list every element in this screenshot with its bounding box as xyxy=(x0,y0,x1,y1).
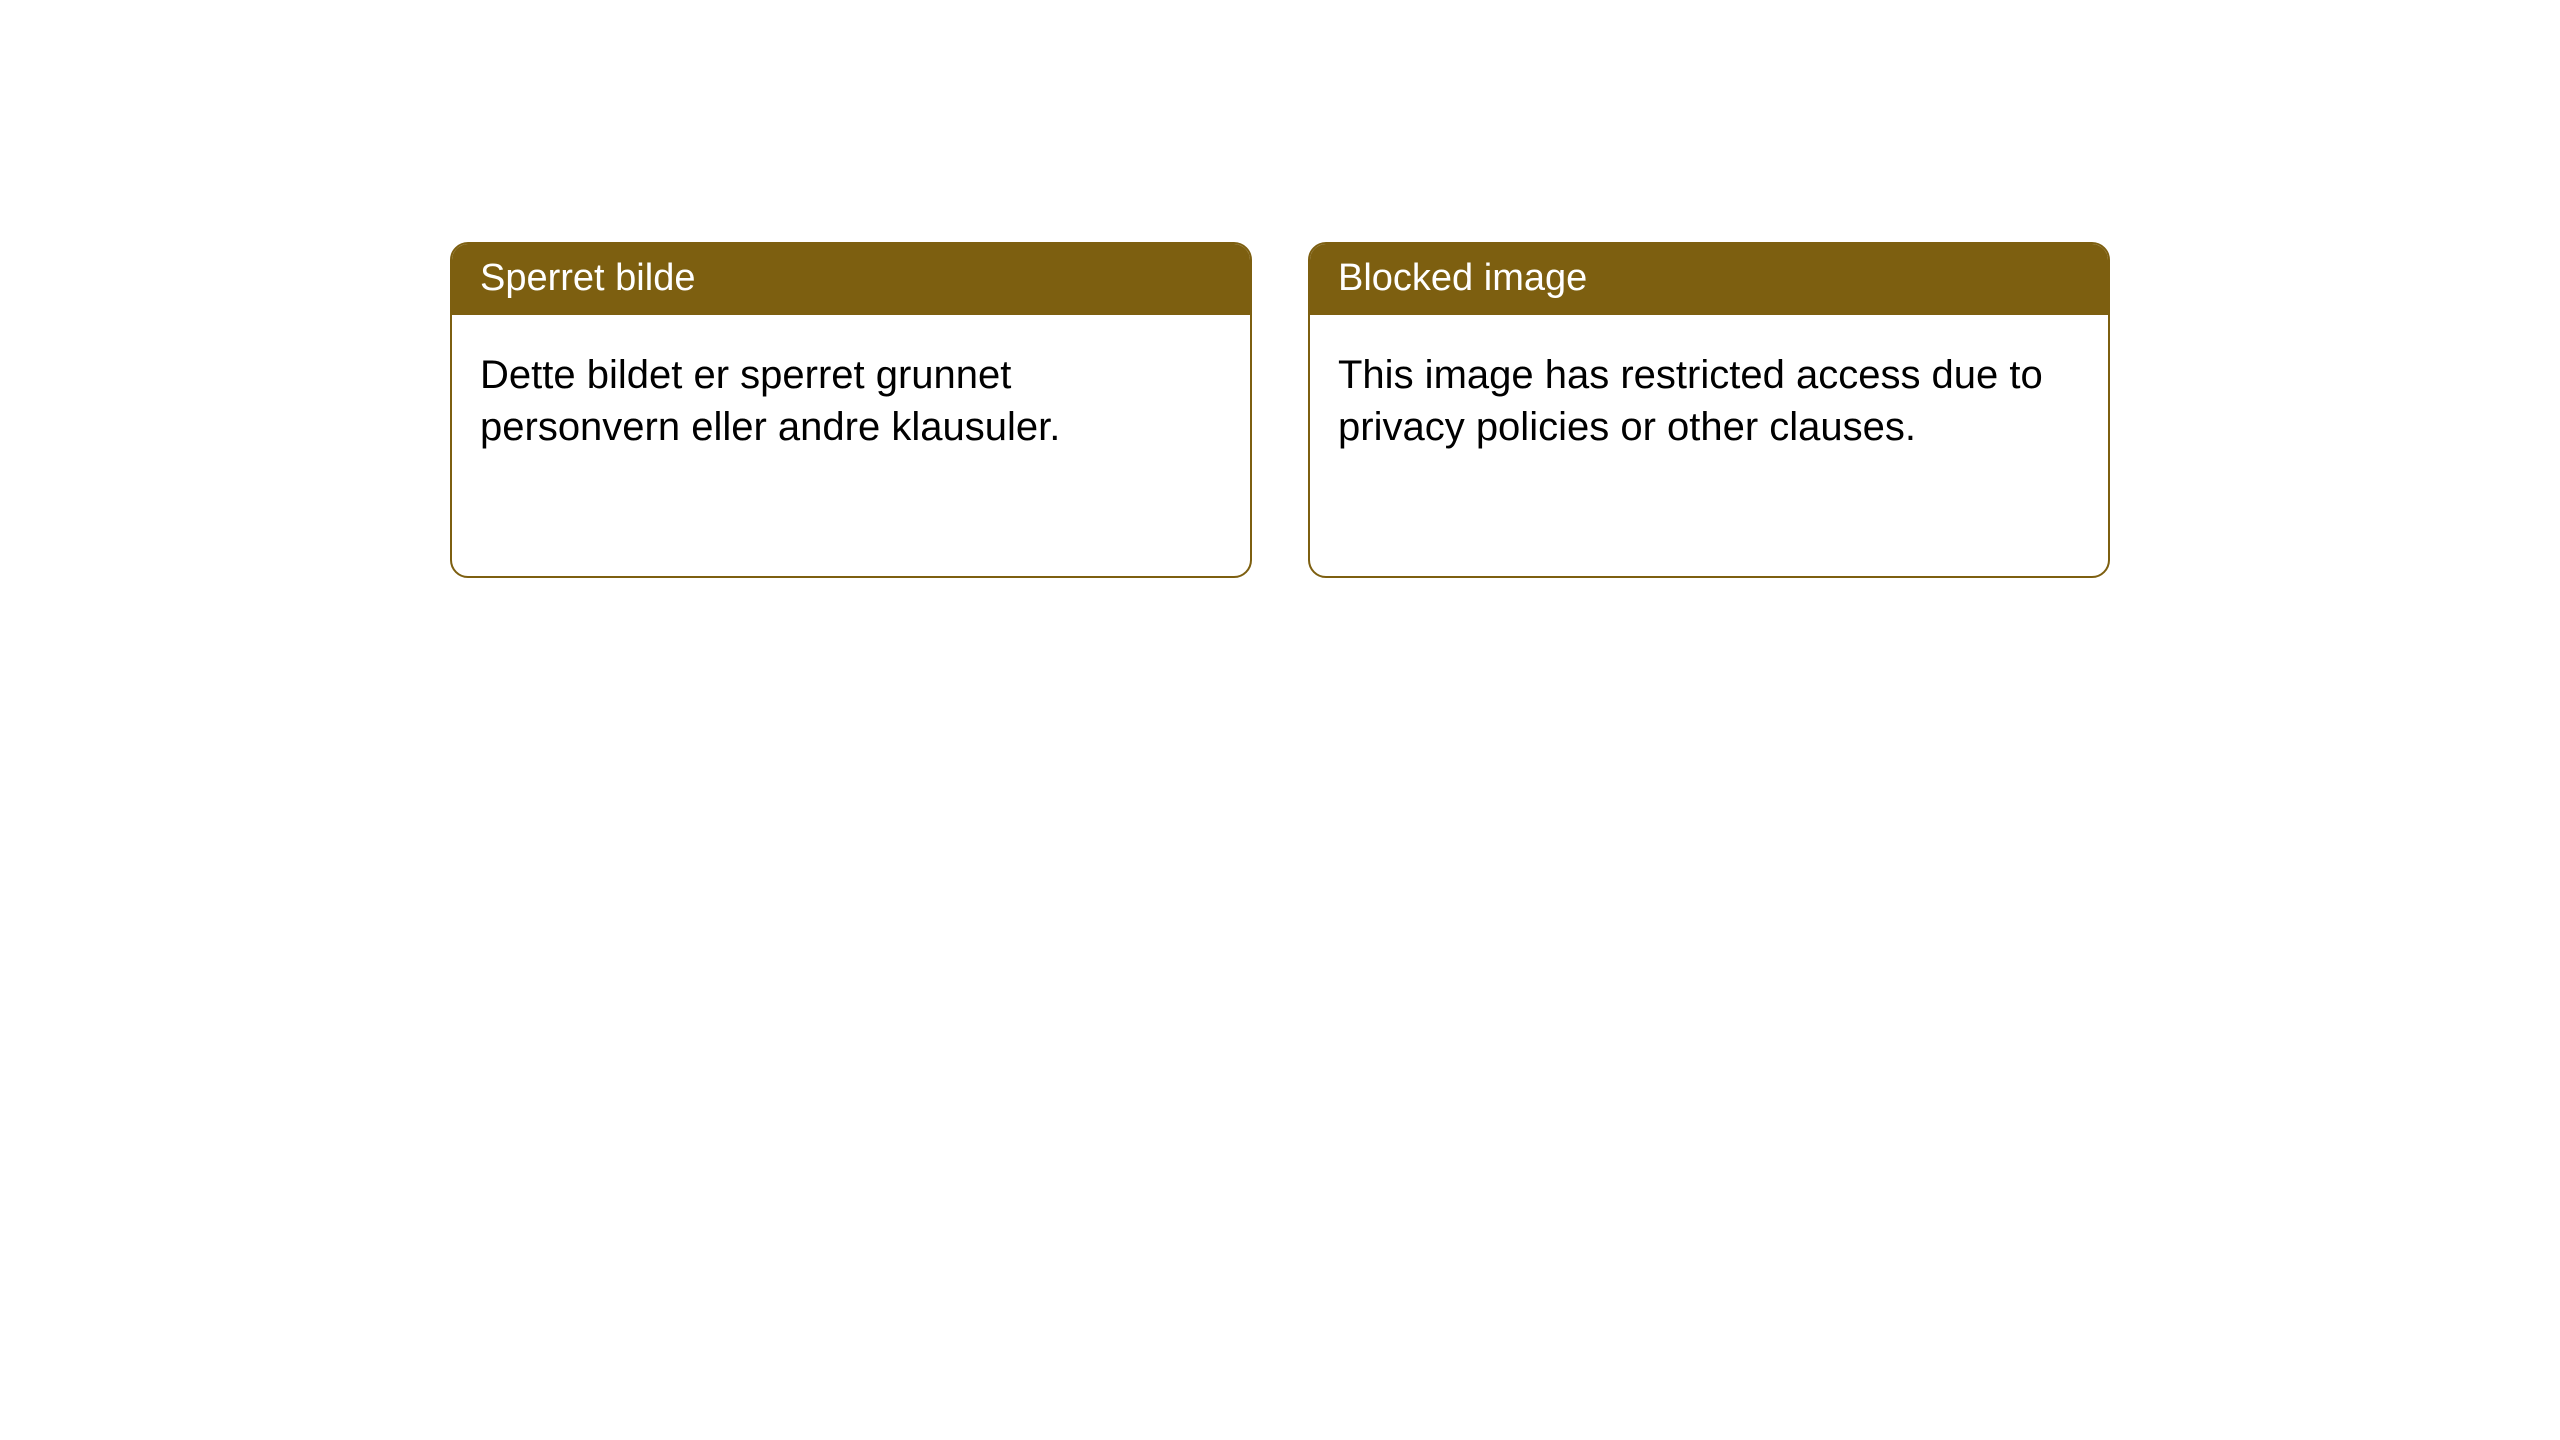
notice-body: This image has restricted access due to … xyxy=(1310,315,2108,487)
notice-title: Blocked image xyxy=(1310,244,2108,315)
notice-container: Sperret bilde Dette bildet er sperret gr… xyxy=(0,0,2560,578)
notice-body: Dette bildet er sperret grunnet personve… xyxy=(452,315,1250,487)
notice-card-norwegian: Sperret bilde Dette bildet er sperret gr… xyxy=(450,242,1252,578)
notice-card-english: Blocked image This image has restricted … xyxy=(1308,242,2110,578)
notice-title: Sperret bilde xyxy=(452,244,1250,315)
